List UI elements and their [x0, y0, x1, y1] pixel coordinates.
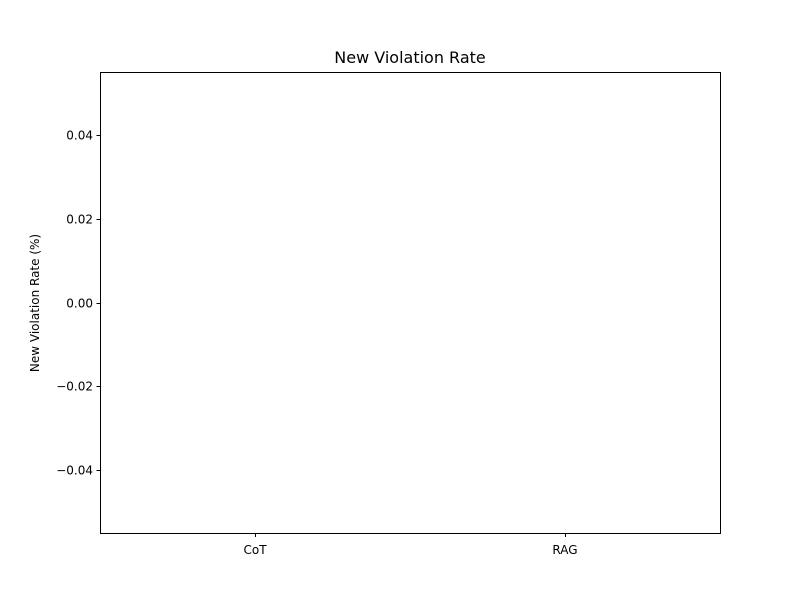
x-tick-label: RAG: [552, 543, 577, 557]
plot-area-frame: [100, 72, 721, 534]
y-axis-label: New Violation Rate (%): [28, 234, 42, 372]
x-tick-label: CoT: [243, 543, 267, 557]
y-tick-label: 0.04: [66, 129, 93, 143]
y-tick-label: −0.04: [56, 464, 93, 478]
y-tick-label: 0.00: [66, 297, 93, 311]
chart-title: New Violation Rate: [334, 48, 485, 67]
y-tick-label: −0.02: [56, 380, 93, 394]
y-axis-ticks: 0.04 0.02 0.00 −0.02 −0.04: [56, 129, 101, 478]
x-axis-ticks: CoT RAG: [243, 533, 578, 557]
y-tick-label: 0.02: [66, 213, 93, 227]
